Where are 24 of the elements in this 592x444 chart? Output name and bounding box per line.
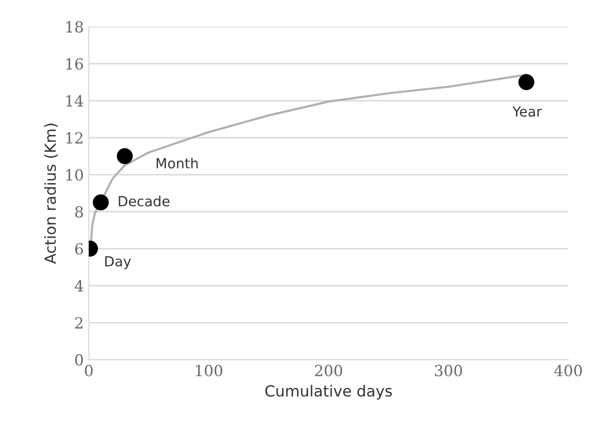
annotation: Month xyxy=(156,158,198,169)
y-axis-title: Action radius (Km) xyxy=(44,124,58,264)
y-tick-label: 10 xyxy=(66,169,83,181)
point xyxy=(116,148,133,164)
y-tick-label: 12 xyxy=(66,132,82,144)
x-tick-label: 100 xyxy=(196,364,222,376)
annotation: Year xyxy=(512,106,542,117)
point xyxy=(92,194,109,210)
y-tick-label: 0 xyxy=(75,354,83,366)
x-tick-label: 200 xyxy=(315,364,342,376)
y-tick-label: 14 xyxy=(66,95,84,106)
annotation: Day xyxy=(105,256,131,270)
x-tick-label: 300 xyxy=(435,364,462,376)
y-tick-label: 2 xyxy=(75,317,82,328)
y-tick-label: 18 xyxy=(66,21,83,33)
y-tick-label: 6 xyxy=(75,243,83,255)
point xyxy=(518,74,534,90)
x-tick-label: 400 xyxy=(554,364,582,376)
y-tick-label: 16 xyxy=(66,58,83,70)
annotation: Decade xyxy=(118,196,170,206)
y-tick-label: 8 xyxy=(75,206,83,218)
y-tick-label: 4 xyxy=(74,280,84,292)
x-axis-title: Cumulative days xyxy=(265,384,392,400)
x-tick-label: 0 xyxy=(84,364,93,376)
